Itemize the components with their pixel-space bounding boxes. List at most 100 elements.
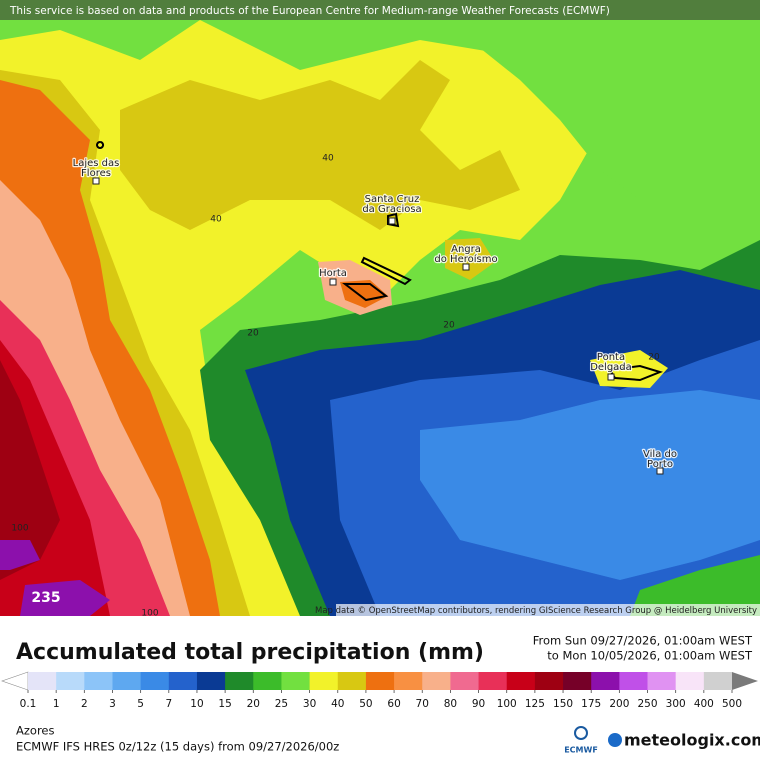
scale-tick-label: 200 [609,698,629,710]
contour-label: 100 [141,609,158,619]
place-name: Porto [647,459,673,470]
scale-tick-label: 1 [53,698,60,710]
place-name: da Graciosa [362,204,421,215]
field-local-yellow [445,238,495,280]
scale-tick-label: 2 [81,698,88,710]
scale-box [506,672,536,690]
contour-label: 20 [443,321,455,331]
field-darkred [0,360,60,580]
place-marker [92,177,100,185]
contour-label: 20 [648,353,660,363]
scale-box [478,672,508,690]
contour-label: 235 [31,590,60,606]
scale-box [337,672,367,690]
ecmwf-logo: ECMWF [564,726,598,755]
period-to: to Mon 10/05/2026, 01:00am WEST [547,649,753,663]
scale-tick-label: 25 [275,698,288,710]
scale-tick-label: 400 [694,698,714,710]
scale-tick-label: 0.1 [20,698,37,710]
scale-above-arrow [732,672,758,690]
ecmwf-text: ECMWF [564,746,598,755]
color-scale: 0.1 1 2 3 5 7 10 15 20 25 30 40 50 60 70 80 90 100 125 150 1… [1,671,758,710]
ecmwf-icon [574,726,588,740]
scale-box [168,672,198,690]
scale-box [534,672,564,690]
period-from: From Sun 09/27/2026, 01:00am WEST [533,634,753,648]
place-name: Vila do [643,449,677,460]
place-marker [656,467,664,475]
field-green-bottom [630,555,760,616]
scale-box [394,672,423,690]
scale-below-arrow [1,671,29,691]
meteologix-text: meteologix.com [624,731,760,750]
place-marker [607,373,615,381]
scale-box [28,672,57,690]
map: This service is based on data and produc… [0,0,760,616]
scale-box [365,672,395,690]
scale-tick-label: 3 [109,698,116,710]
place-name: Flores [81,168,111,179]
scale-box [450,672,480,690]
notice: This service is based on data and produc… [9,5,610,17]
place-name: Santa Cruz [365,194,420,205]
scale-tick-label: 20 [247,698,260,710]
scale-tick-label: 70 [416,698,429,710]
scale-box [619,672,649,690]
contour-label: 100 [11,524,28,534]
contour-labels: 40 40 20 20 20 100 235 100 [11,154,660,619]
field-green-top [430,0,760,250]
attribution-bar [336,604,760,616]
scale-tick-label: 150 [553,698,573,710]
place-name: do Heroísmo [434,253,497,265]
scale-tick-label: 250 [637,698,657,710]
place-marker [462,263,470,271]
attribution: Map data © OpenStreetMap contributors, r… [315,606,757,616]
scale-box [196,672,226,690]
scale-box [281,672,311,690]
scale-tick-label: 500 [722,698,742,710]
scale-tick-label: 80 [444,698,457,710]
place-name: Lajes das [73,158,120,169]
scale-tick-label: 60 [387,698,400,710]
place-marker [329,278,337,286]
scale-tick-label: 15 [218,698,231,710]
field-purple [0,540,110,616]
place-name: Horta [319,268,347,279]
scale-box [253,672,282,690]
place-name: Ponta [597,352,625,363]
field-local-red [340,280,388,308]
meteologix-icon [608,733,622,747]
scale-box [84,672,113,690]
scale-tick-label: 40 [331,698,344,710]
title: Accumulated total precipitation (mm) [16,640,484,665]
place-name: Delgada [590,362,632,373]
field-olive [120,60,520,230]
contour-label: 40 [210,215,222,225]
contour-label: 20 [247,329,259,339]
scale-tick-label: 300 [666,698,686,710]
scale-box [703,672,733,690]
scale-box [591,672,620,690]
scale-box [647,672,677,690]
scale-box [309,672,339,690]
scale-tick-label: 125 [525,698,545,710]
place-name: Angra [451,244,481,255]
model-run: ECMWF IFS HRES 0z/12z (15 days) from 09/… [16,740,339,754]
scale-box [112,672,142,690]
scale-tick-label: 7 [165,698,172,710]
island [96,141,664,382]
scale-tick-label: 5 [137,698,144,710]
scale-box [225,672,254,690]
region: Azores [16,724,54,738]
scale-box [422,672,451,690]
scale-tick-label: 30 [303,698,316,710]
scale-box [140,672,170,690]
meteologix-logo: meteologix.com [608,731,760,750]
field-lightblue [420,390,760,580]
scale-tick-label: 10 [190,698,203,710]
notice-bar [0,0,760,20]
scale-tick-label: 175 [581,698,601,710]
scale-box [563,672,592,690]
